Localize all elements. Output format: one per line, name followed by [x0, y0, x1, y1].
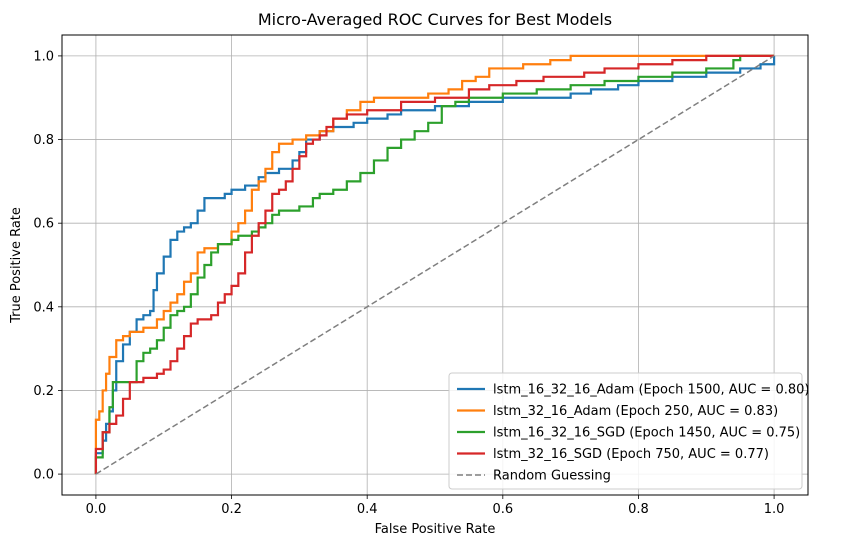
ticks: 0.0 0.2 0.4 0.6 0.8 1.0 0.0 0.2 0.4 0.6 0.8 1.0: [33, 49, 784, 517]
y-tick-label: 1.0: [33, 49, 54, 64]
x-tick-label: 0.0: [86, 502, 107, 517]
series-group: [94, 54, 776, 475]
legend-box: [448, 372, 803, 490]
axes-frame: [61, 34, 809, 496]
series-line-2: [94, 54, 775, 475]
x-tick-label: 0.8: [628, 502, 649, 517]
legend: lstm_16_32_16_Adam (Epoch 1500, AUC = 0.…: [448, 372, 809, 490]
chart-title: Micro-Averaged ROC Curves for Best Model…: [258, 10, 612, 29]
legend-label-0: lstm_16_32_16_Adam (Epoch 1500, AUC = 0.…: [493, 383, 809, 398]
x-tick-label: 1.0: [764, 502, 785, 517]
y-tick-label: 0.8: [33, 133, 54, 148]
series-line-3: [94, 54, 775, 475]
x-tick-label: 0.6: [492, 502, 513, 517]
y-tick-label: 0.2: [33, 384, 54, 399]
y-tick-label: 0.0: [33, 468, 54, 483]
y-axis-label: True Positive Rate: [9, 207, 24, 324]
series-line-4: [95, 55, 775, 475]
x-tick-label: 0.2: [221, 502, 242, 517]
legend-label-4: Random Guessing: [493, 469, 611, 484]
series-line-1: [94, 54, 775, 475]
y-tick-label: 0.4: [33, 300, 54, 315]
x-tick-label: 0.4: [357, 502, 378, 517]
y-tick-label: 0.6: [33, 217, 54, 232]
legend-label-2: lstm_16_32_16_SGD (Epoch 1450, AUC = 0.7…: [493, 426, 800, 441]
legend-label-1: lstm_32_16_Adam (Epoch 250, AUC = 0.83): [493, 404, 778, 419]
legend-label-3: lstm_32_16_SGD (Epoch 750, AUC = 0.77): [493, 447, 769, 462]
x-axis-label: False Positive Rate: [375, 522, 496, 537]
